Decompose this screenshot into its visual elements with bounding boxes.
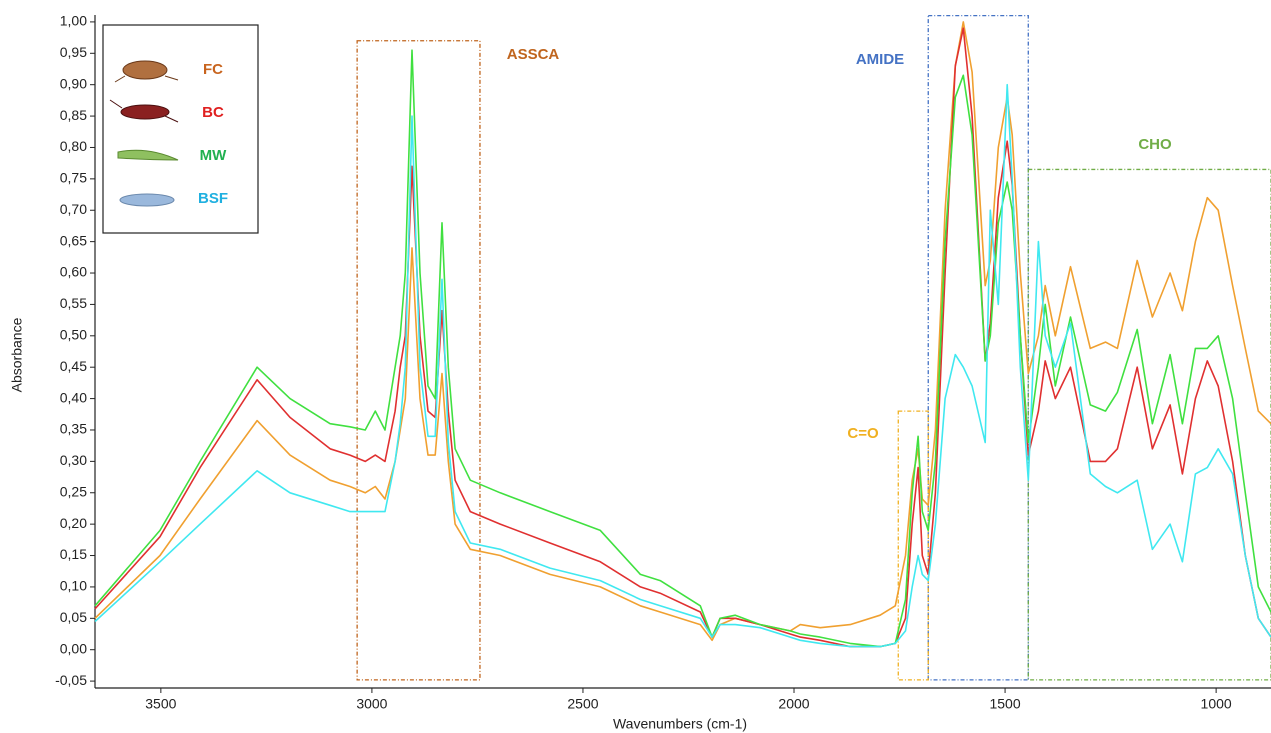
y-tick-label: 0,65 <box>60 232 87 248</box>
legend-label: FC <box>203 61 223 78</box>
y-tick-label: 0,60 <box>60 264 87 280</box>
series-line <box>94 21 1271 642</box>
y-tick-label: 0,30 <box>60 452 87 468</box>
legend-box <box>102 24 259 234</box>
y-tick-label: 0,55 <box>60 295 87 311</box>
y-tick-label: 0,10 <box>60 578 87 594</box>
x-tick-label: 1500 <box>989 696 1020 712</box>
x-tick-label: 2000 <box>778 696 809 712</box>
legend-icon <box>109 60 179 207</box>
annotation-box <box>897 410 929 681</box>
y-tick-label: 0,15 <box>60 546 87 562</box>
y-tick-label: 0,95 <box>60 44 87 60</box>
x-tick-label: 2500 <box>567 696 598 712</box>
y-tick-label: 1,00 <box>60 13 87 29</box>
annotation-box <box>356 40 481 681</box>
annotation-label: ASSCA <box>507 46 560 63</box>
y-tick-label: 0,70 <box>60 201 87 217</box>
y-tick-label: 0,00 <box>60 640 87 656</box>
x-tick-label: 3500 <box>145 696 176 712</box>
annotation-box <box>927 14 1029 681</box>
x-tick-label: 1000 <box>1201 696 1232 712</box>
annotation-label: C=O <box>847 425 879 442</box>
y-tick-label: 0,25 <box>60 483 87 499</box>
x-axis-title: Wavenumbers (cm-1) <box>613 716 747 732</box>
y-tick-label: 0,45 <box>60 358 87 374</box>
y-tick-label: -0,05 <box>55 672 87 688</box>
series-line <box>94 49 1271 648</box>
annotation-label: CHO <box>1138 136 1172 153</box>
y-axis-title: Absorbance <box>9 317 25 392</box>
y-tick-label: 0,20 <box>60 515 87 531</box>
legend-label: BSF <box>198 190 228 207</box>
annotation-box <box>1027 168 1271 681</box>
y-tick-label: 0,40 <box>60 389 87 405</box>
y-tick-label: 0,75 <box>60 170 87 186</box>
legend-label: MW <box>200 147 227 164</box>
y-tick-label: 0,05 <box>60 609 87 625</box>
series-line <box>94 83 1271 648</box>
series-line <box>94 27 1271 648</box>
y-tick-label: 0,35 <box>60 421 87 437</box>
y-tick-label: 0,85 <box>60 107 87 123</box>
y-tick-label: 0,50 <box>60 327 87 343</box>
annotation-label: AMIDE <box>856 51 904 68</box>
y-tick-label: 0,90 <box>60 75 87 91</box>
x-tick-label: 3000 <box>356 696 387 712</box>
y-tick-label: 0,80 <box>60 138 87 154</box>
legend-label: BC <box>202 104 224 121</box>
